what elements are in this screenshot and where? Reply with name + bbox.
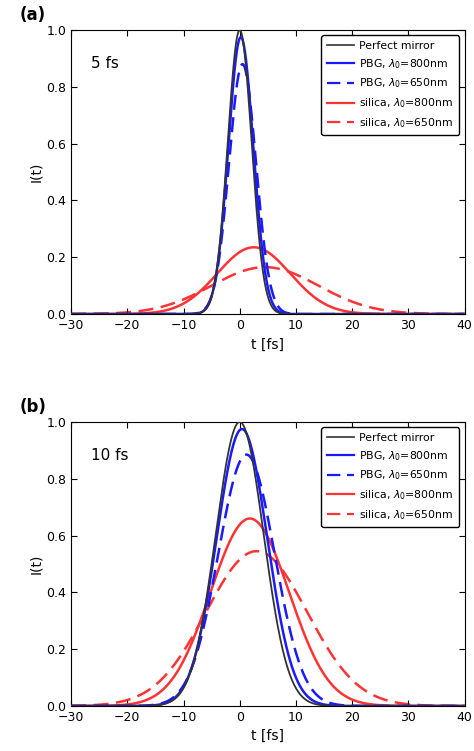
X-axis label: t [fs]: t [fs] [251, 729, 284, 743]
Legend: Perfect mirror, PBG, $\lambda_0$=800nm, PBG, $\lambda_0$=650nm, silica, $\lambda: Perfect mirror, PBG, $\lambda_0$=800nm, … [321, 35, 459, 135]
Y-axis label: I(t): I(t) [29, 553, 44, 574]
Text: 10 fs: 10 fs [91, 448, 128, 463]
Legend: Perfect mirror, PBG, $\lambda_0$=800nm, PBG, $\lambda_0$=650nm, silica, $\lambda: Perfect mirror, PBG, $\lambda_0$=800nm, … [321, 427, 459, 527]
Text: (a): (a) [20, 6, 46, 24]
Y-axis label: I(t): I(t) [29, 162, 44, 182]
Text: 5 fs: 5 fs [91, 56, 118, 71]
Text: (b): (b) [20, 398, 47, 416]
X-axis label: t [fs]: t [fs] [251, 337, 284, 351]
